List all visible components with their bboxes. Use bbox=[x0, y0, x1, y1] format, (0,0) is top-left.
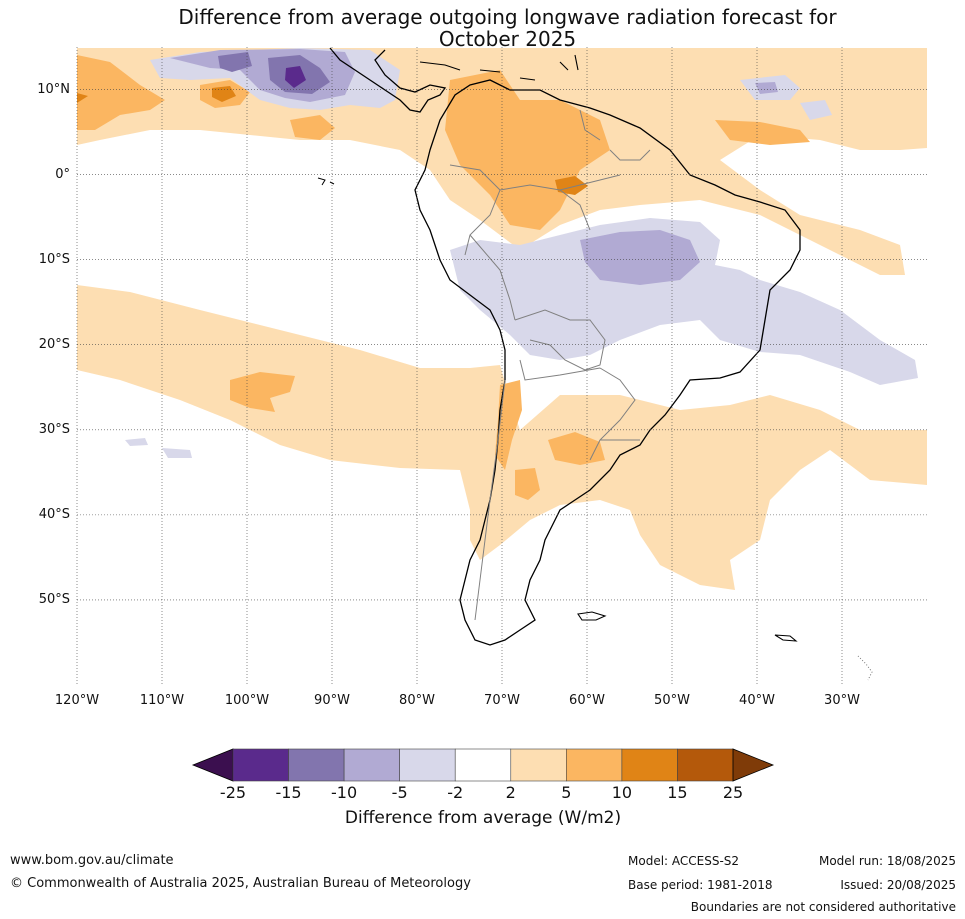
anomaly-area-light-purple-6 bbox=[800, 100, 832, 120]
anomaly-area-deep-purple-1 bbox=[285, 66, 306, 88]
colorbar-segment bbox=[621, 748, 678, 782]
colorbar-segment bbox=[510, 748, 567, 782]
anomaly-area-purple-3 bbox=[755, 82, 778, 94]
footer-copyright: © Commonwealth of Australia 2025, Austra… bbox=[10, 876, 471, 891]
lon-tick-label: 40°W bbox=[739, 693, 775, 708]
anomaly-area-dark-orange-3 bbox=[77, 93, 88, 103]
footer-model: Model: ACCESS-S2 bbox=[628, 854, 740, 868]
colorbar-segment bbox=[288, 748, 345, 782]
anomaly-area-orange-8 bbox=[515, 468, 540, 500]
colorbar-arrow-low bbox=[191, 748, 234, 782]
anomaly-area-dark-orange-1 bbox=[555, 176, 588, 195]
lon-tick-label: 90°W bbox=[314, 693, 350, 708]
colorbar-tick-label: -10 bbox=[331, 783, 358, 802]
lat-tick-label: 10°N bbox=[37, 81, 70, 97]
colorbar-arrow-high bbox=[732, 748, 775, 782]
lon-tick-label: 110°W bbox=[139, 693, 185, 708]
footer-website[interactable]: www.bom.gov.au/climate bbox=[10, 853, 174, 868]
graticule bbox=[76, 47, 927, 685]
anomaly-area-orange-6 bbox=[230, 372, 295, 412]
map-title-line-2: October 2025 bbox=[438, 27, 577, 51]
map-title-line-1: Difference from average outgoing longwav… bbox=[178, 5, 837, 29]
anomaly-area-orange-4 bbox=[290, 115, 335, 140]
lat-tick-label: 50°S bbox=[38, 591, 70, 607]
internal-border-lines bbox=[449, 109, 651, 621]
lat-tick-label: 40°S bbox=[38, 506, 70, 522]
lat-tick-label: 10°S bbox=[38, 251, 70, 267]
anomaly-area-purple-1 bbox=[580, 230, 700, 285]
lon-tick-label: 100°W bbox=[224, 693, 270, 708]
map-plot bbox=[76, 47, 927, 685]
colorbar bbox=[191, 748, 775, 782]
lat-tick-label: 30°S bbox=[38, 421, 70, 437]
falkland-islands bbox=[577, 611, 607, 621]
lon-tick-label: 30°W bbox=[824, 693, 860, 708]
lon-tick-label: 50°W bbox=[654, 693, 690, 708]
lon-tick-label: 60°W bbox=[569, 693, 605, 708]
footer-issued: Issued: 20/08/2025 bbox=[840, 878, 956, 892]
country-borders bbox=[449, 109, 651, 621]
anomaly-area-orange-2 bbox=[77, 55, 165, 130]
colorbar-segment bbox=[454, 748, 512, 782]
colorbar-tick-label: -15 bbox=[275, 783, 302, 802]
lon-tick-label: 70°W bbox=[484, 693, 520, 708]
anomaly-area-orange-5 bbox=[715, 120, 810, 145]
anomaly-area-light-purple-3 bbox=[125, 438, 148, 446]
caribbean-islands bbox=[419, 54, 579, 81]
colorbar-segment bbox=[343, 748, 400, 782]
footer-disclaimer: Boundaries are not considered authoritat… bbox=[690, 900, 956, 914]
colorbar-tick-label: -2 bbox=[447, 783, 464, 802]
colorbar-tick-label: 5 bbox=[561, 783, 572, 802]
colorbar-tick-label: -25 bbox=[219, 783, 247, 802]
footer-model-run: Model run: 18/08/2025 bbox=[818, 854, 956, 868]
lon-tick-label: 80°W bbox=[399, 693, 435, 708]
colorbar-tick-label: -5 bbox=[391, 783, 408, 802]
colorbar-tick-label: 25 bbox=[722, 783, 744, 802]
colorbar-tick-label: 2 bbox=[505, 783, 516, 802]
anomaly-area-dark-orange-2 bbox=[212, 86, 236, 102]
colorbar-segment bbox=[399, 748, 456, 782]
anomaly-area-orange-9 bbox=[548, 432, 605, 465]
south-georgia bbox=[774, 634, 798, 642]
anomaly-area-dark-purple-1 bbox=[218, 52, 252, 72]
footer-base-period: Base period: 1981-2018 bbox=[628, 878, 773, 892]
lat-tick-label: 20°S bbox=[38, 336, 70, 352]
anomaly-area-light-purple-4 bbox=[162, 448, 192, 458]
colorbar-segment bbox=[566, 748, 623, 782]
central-america-coastline bbox=[329, 47, 447, 113]
colorbar-segment bbox=[677, 748, 734, 782]
lat-tick-label: 0° bbox=[55, 166, 70, 182]
colorbar-label: Difference from average (W/m2) bbox=[344, 808, 622, 828]
colorbar-tick-label: 15 bbox=[667, 783, 688, 802]
colorbar-segment bbox=[232, 748, 289, 782]
colorbar-tick-label: 10 bbox=[611, 783, 633, 802]
lon-tick-label: 120°W bbox=[54, 693, 100, 708]
